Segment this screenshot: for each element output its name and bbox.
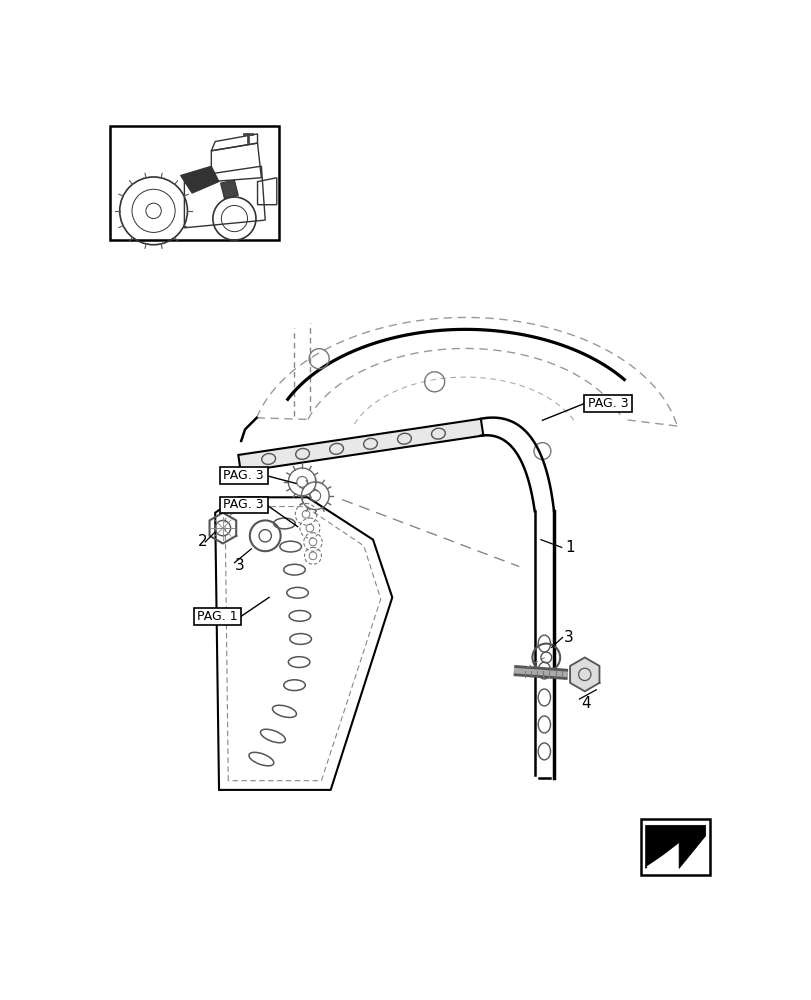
Text: PAG. 1: PAG. 1 bbox=[197, 610, 238, 623]
Text: PAG. 3: PAG. 3 bbox=[223, 498, 264, 512]
FancyBboxPatch shape bbox=[193, 608, 241, 625]
Text: PAG. 3: PAG. 3 bbox=[587, 397, 628, 410]
Bar bbox=[640, 819, 710, 875]
Text: PAG. 3: PAG. 3 bbox=[223, 469, 264, 482]
Polygon shape bbox=[646, 847, 676, 867]
Bar bbox=[109, 126, 279, 240]
Text: 4: 4 bbox=[580, 696, 590, 711]
FancyBboxPatch shape bbox=[220, 467, 267, 484]
Polygon shape bbox=[569, 657, 599, 691]
Polygon shape bbox=[645, 825, 705, 868]
Polygon shape bbox=[238, 419, 483, 472]
FancyBboxPatch shape bbox=[220, 497, 267, 513]
Polygon shape bbox=[180, 166, 219, 193]
FancyBboxPatch shape bbox=[583, 395, 631, 412]
Text: 3: 3 bbox=[564, 630, 573, 645]
Text: 2: 2 bbox=[197, 534, 207, 549]
Text: 3: 3 bbox=[234, 558, 244, 573]
Polygon shape bbox=[221, 180, 238, 199]
Text: 1: 1 bbox=[564, 540, 574, 555]
